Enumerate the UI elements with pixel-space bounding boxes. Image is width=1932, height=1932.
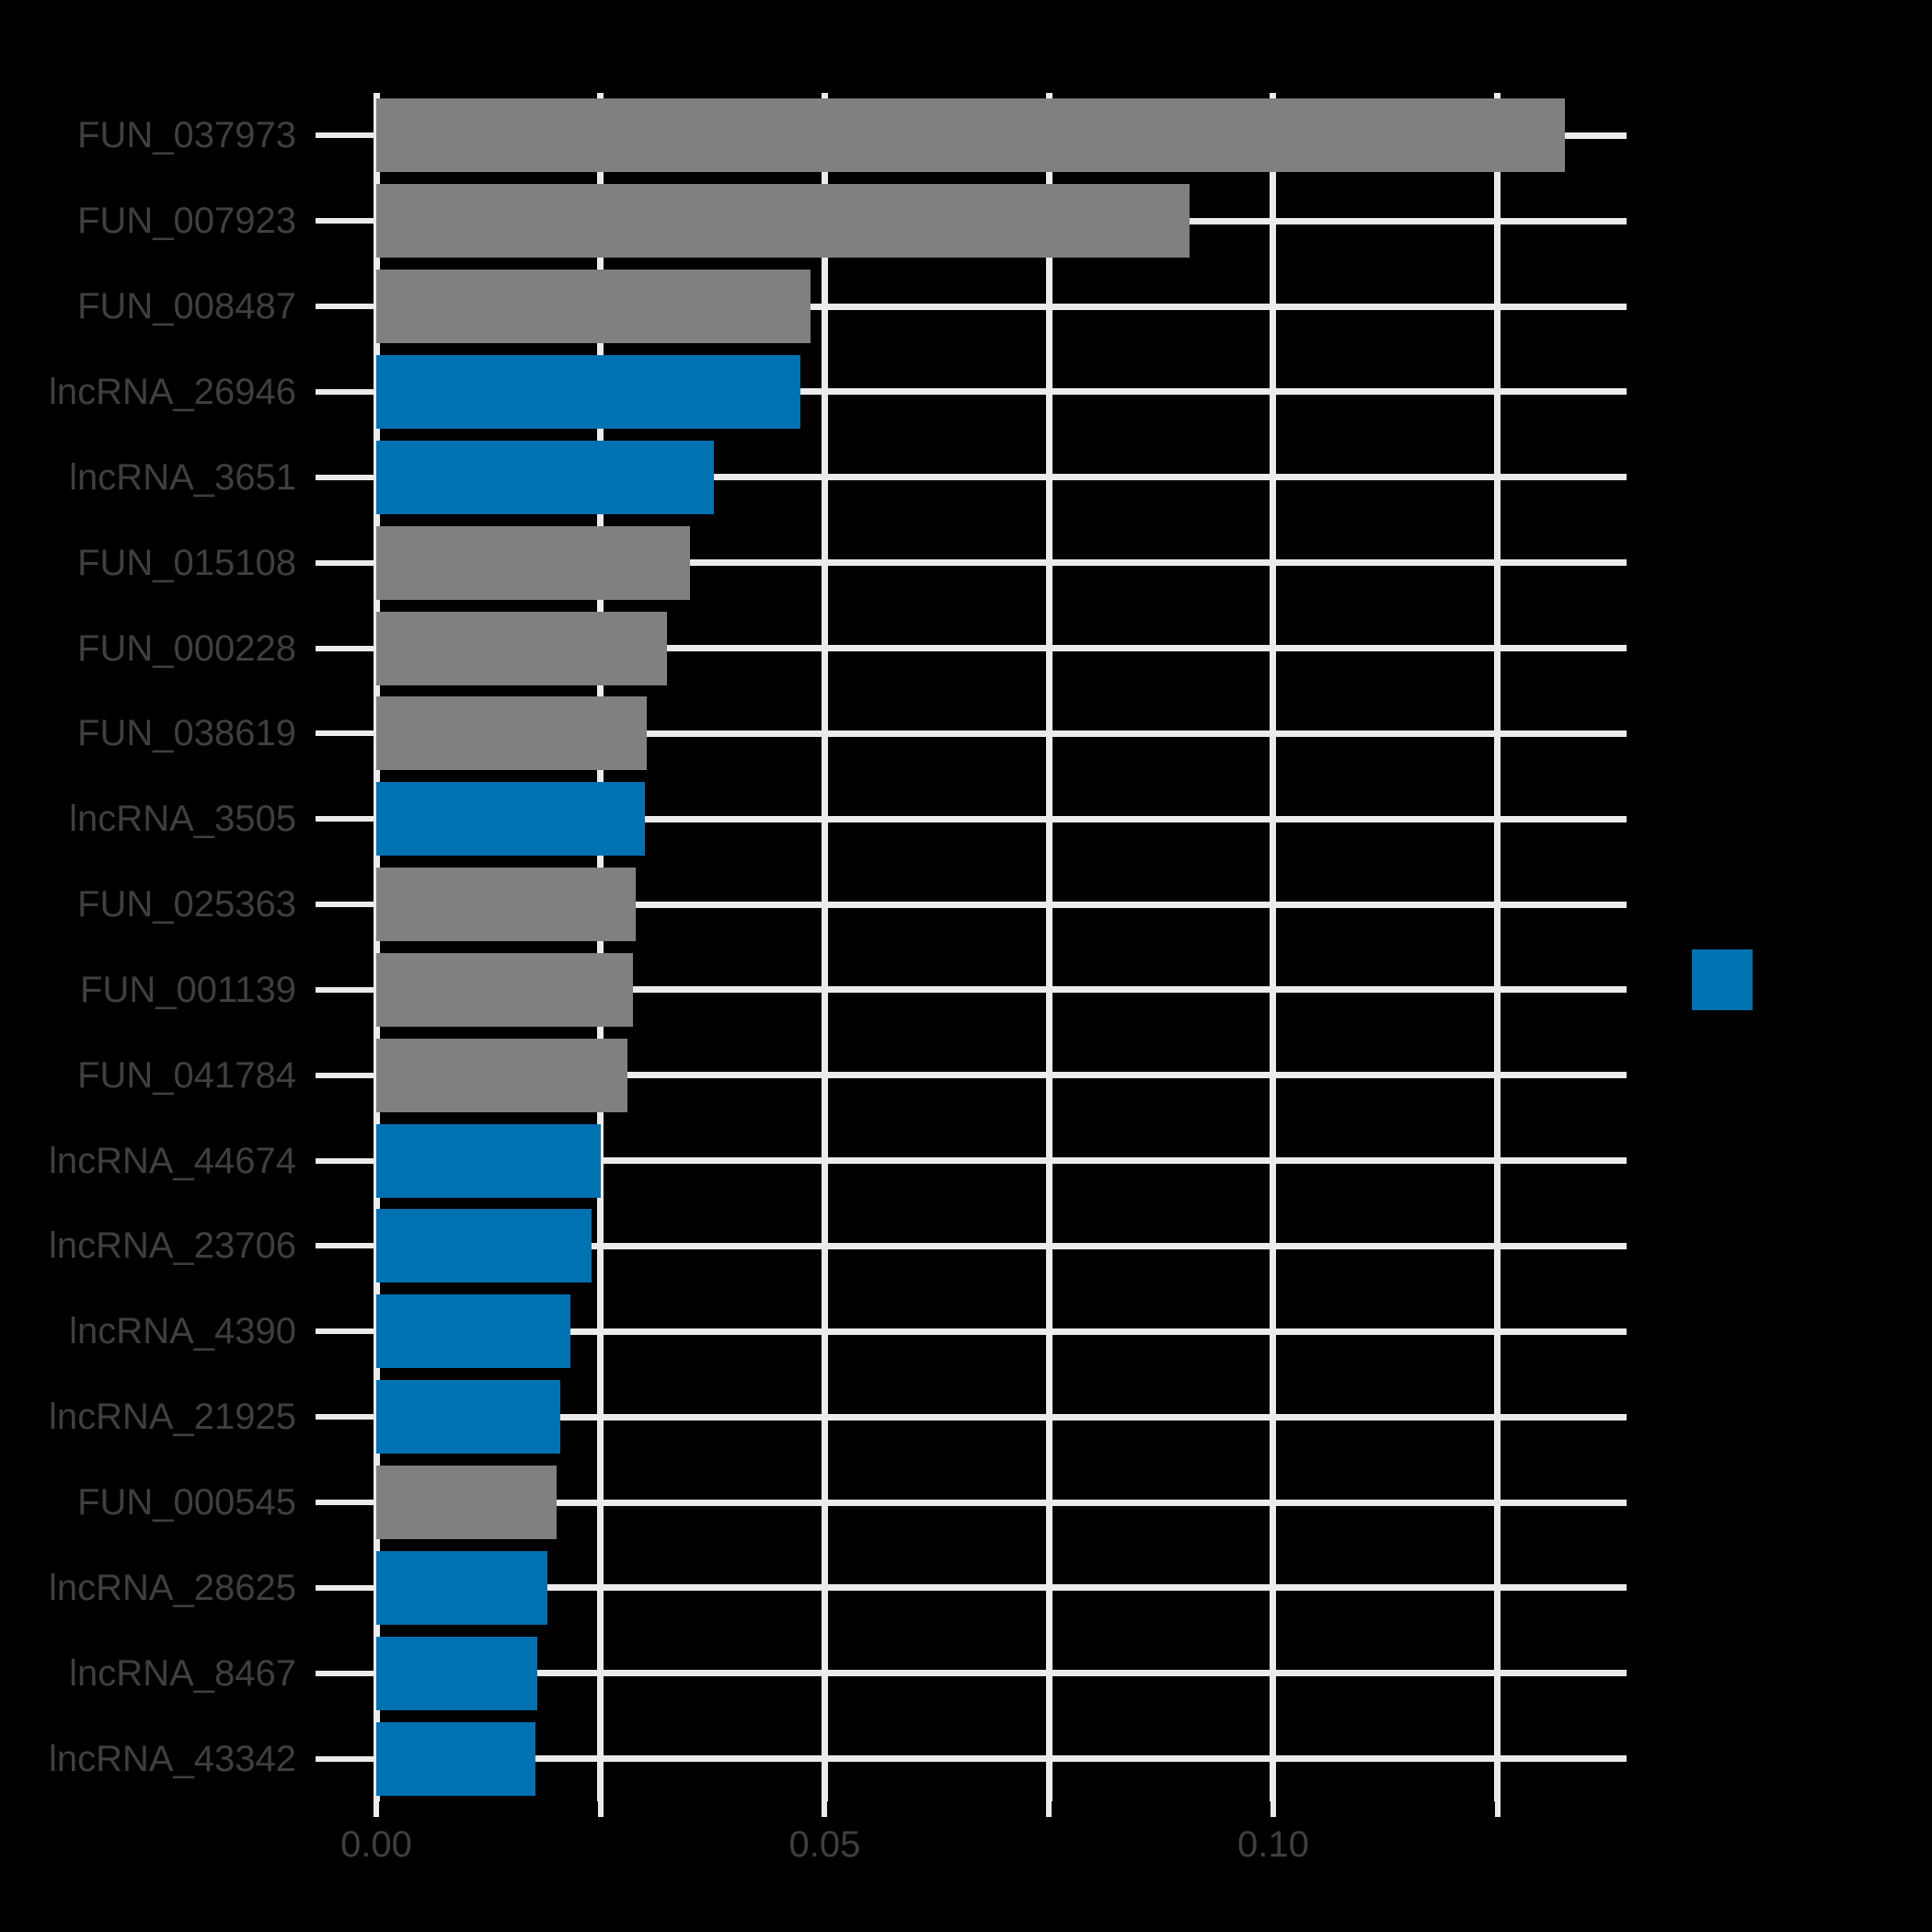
bar-FUN_001139: [376, 952, 633, 1027]
bar-lncRNA_8467: [376, 1636, 538, 1710]
vertical-gridline: [373, 93, 380, 1801]
x-axis-tick-label: 0.05: [788, 1824, 861, 1865]
y-axis-tick: [316, 474, 375, 480]
vertical-gridline: [597, 93, 604, 1801]
y-axis-tick: [316, 1584, 375, 1591]
bar-FUN_037973: [376, 98, 1565, 173]
bar-FUN_007923: [376, 184, 1190, 259]
y-axis-label-FUN_007923: FUN_007923: [77, 201, 296, 242]
y-axis-tick: [316, 132, 375, 139]
bar-FUN_041784: [376, 1038, 627, 1112]
x-axis-tick-label: 0.00: [340, 1824, 412, 1865]
y-axis-tick: [316, 1670, 375, 1676]
x-axis-tick: [597, 1801, 604, 1817]
y-axis-label-lncRNA_23706: lncRNA_23706: [48, 1225, 296, 1267]
y-axis-tick: [316, 902, 375, 908]
y-axis-label-FUN_025363: FUN_025363: [77, 884, 296, 926]
bar-FUN_025363: [376, 868, 636, 942]
bar-FUN_000545: [376, 1466, 557, 1540]
vertical-gridline: [1270, 93, 1277, 1801]
y-axis-tick: [316, 1414, 375, 1420]
y-axis-label-FUN_008487: FUN_008487: [77, 286, 296, 328]
horizontal-gridline: [376, 1072, 1627, 1079]
vertical-gridline: [1494, 93, 1501, 1801]
horizontal-gridline: [376, 1413, 1627, 1420]
horizontal-gridline: [376, 1157, 1627, 1165]
bar-FUN_015108: [376, 525, 691, 600]
x-axis-tick-label: 0.10: [1236, 1824, 1309, 1865]
y-axis-label-FUN_001139: FUN_001139: [80, 969, 296, 1010]
y-axis-tick: [316, 218, 375, 224]
vertical-gridline: [821, 93, 828, 1801]
horizontal-gridline: [376, 303, 1627, 310]
x-axis-tick: [822, 1801, 828, 1817]
bar-lncRNA_4390: [376, 1294, 570, 1369]
y-axis-tick: [316, 986, 375, 993]
y-axis-tick: [316, 1328, 375, 1335]
y-axis-tick: [316, 816, 375, 822]
horizontal-gridline: [376, 986, 1627, 994]
y-axis-tick: [316, 388, 375, 395]
y-axis-label-lncRNA_8467: lncRNA_8467: [69, 1652, 296, 1694]
horizontal-gridline: [376, 645, 1627, 652]
y-axis-tick: [316, 1755, 375, 1762]
y-axis-tick: [316, 645, 375, 651]
horizontal-gridline: [376, 388, 1627, 396]
y-axis-tick: [316, 1157, 375, 1164]
bar-FUN_008487: [376, 270, 811, 344]
x-axis-tick: [374, 1801, 379, 1817]
y-axis-label-lncRNA_44674: lncRNA_44674: [48, 1140, 296, 1181]
x-axis-tick: [1494, 1801, 1501, 1817]
bar-FUN_038619: [376, 696, 648, 771]
y-axis-label-FUN_037973: FUN_037973: [77, 115, 296, 156]
bar-lncRNA_43342: [376, 1721, 535, 1796]
y-axis-label-FUN_000545: FUN_000545: [77, 1482, 296, 1524]
y-axis-label-lncRNA_28625: lncRNA_28625: [48, 1567, 296, 1608]
legend-swatch: [1692, 949, 1753, 1010]
vertical-gridline: [1045, 93, 1052, 1801]
y-axis-label-FUN_015108: FUN_015108: [77, 542, 296, 583]
horizontal-gridline: [376, 730, 1627, 737]
horizontal-gridline: [376, 815, 1627, 822]
y-axis-label-lncRNA_3505: lncRNA_3505: [69, 799, 296, 840]
bar-lncRNA_3505: [376, 782, 646, 857]
y-axis-label-lncRNA_21925: lncRNA_21925: [48, 1397, 296, 1438]
y-axis-label-lncRNA_43342: lncRNA_43342: [48, 1738, 296, 1779]
bar-lncRNA_23706: [376, 1209, 592, 1283]
horizontal-gridline: [376, 474, 1627, 481]
y-axis-label-FUN_038619: FUN_038619: [77, 713, 296, 754]
bar-lncRNA_26946: [376, 354, 801, 429]
y-axis-label-FUN_041784: FUN_041784: [77, 1054, 296, 1096]
y-axis-tick: [316, 1072, 375, 1078]
y-axis-tick: [316, 1243, 375, 1249]
horizontal-gridline: [376, 1755, 1627, 1763]
horizontal-gridline: [376, 1584, 1627, 1592]
y-axis-label-lncRNA_4390: lncRNA_4390: [69, 1311, 296, 1352]
bar-lncRNA_44674: [376, 1123, 601, 1198]
y-axis-tick: [316, 1500, 375, 1506]
x-axis-tick: [1046, 1801, 1052, 1817]
y-axis-label-FUN_000228: FUN_000228: [77, 627, 296, 669]
horizontal-gridline: [376, 559, 1627, 567]
horizontal-gridline: [376, 1499, 1627, 1506]
y-axis-label-lncRNA_3651: lncRNA_3651: [69, 456, 296, 498]
horizontal-gridline: [376, 901, 1627, 908]
y-axis-label-lncRNA_26946: lncRNA_26946: [48, 371, 296, 412]
horizontal-gridline: [376, 1242, 1627, 1249]
y-axis-tick: [316, 559, 375, 566]
x-axis-tick: [1270, 1801, 1276, 1817]
y-axis-tick: [316, 730, 375, 737]
horizontal-gridline: [376, 1670, 1627, 1677]
bar-FUN_000228: [376, 611, 667, 685]
plot-panel: [373, 93, 1627, 1801]
horizontal-gridline: [376, 1328, 1627, 1335]
y-axis-tick: [316, 304, 375, 310]
bar-lncRNA_21925: [376, 1380, 560, 1455]
bar-lncRNA_28625: [376, 1550, 548, 1625]
bar-lncRNA_3651: [376, 440, 714, 514]
